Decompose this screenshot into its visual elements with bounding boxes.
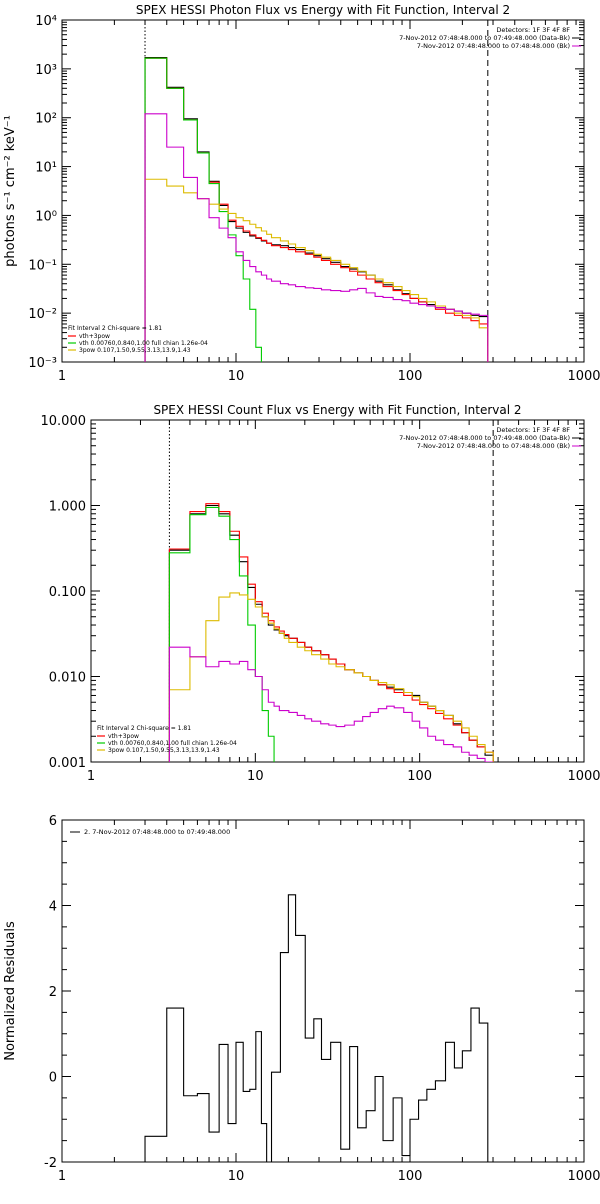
plot-frame xyxy=(91,420,584,762)
x-tick-label: 1000 xyxy=(567,1169,600,1184)
y-tick-label: 10.000 xyxy=(41,414,87,429)
y-tick-label: 10⁻³ xyxy=(28,356,57,371)
series-line-5 xyxy=(145,114,488,362)
y-axis-ticks xyxy=(62,20,584,362)
chart-panel-1: 1 10 100 1000 10⁻³ 10⁻² 10⁻¹ 10⁰ 10¹ 10² 10³ 10⁴ SPE… xyxy=(3,3,600,384)
series-line-4 xyxy=(169,593,493,762)
x-tick-label: 1 xyxy=(58,369,66,384)
annotation-line: Detectors: 1F 3F 4F 8F xyxy=(496,26,570,34)
y-tick-label: 10³ xyxy=(35,63,57,78)
annotation-line: 7-Nov-2012 07:48:48.000 to 07:49:48.000 … xyxy=(399,34,570,42)
y-axis-label: Normalized Residuals xyxy=(3,921,18,1061)
annotation-line: 7-Nov-2012 07:48:48.000 to 07:48:48.000 … xyxy=(417,442,570,450)
y-tick-label: 10⁴ xyxy=(35,14,57,29)
x-tick-label: 10 xyxy=(247,769,264,784)
x-tick-label: 1000 xyxy=(567,369,600,384)
y-tick-label: 4 xyxy=(49,900,57,915)
x-tick-label: 100 xyxy=(398,369,423,384)
x-axis-ticks xyxy=(91,420,576,762)
x-tick-label: 1000 xyxy=(567,769,600,784)
annotation-line: 7-Nov-2012 07:48:48.000 to 07:48:48.000 … xyxy=(417,42,570,50)
x-axis-ticks xyxy=(62,20,576,362)
annotation-line: 7-Nov-2012 07:48:48.000 to 07:49:48.000 … xyxy=(399,434,570,442)
chart-title: SPEX HESSI Count Flux vs Energy with Fit… xyxy=(153,403,521,417)
chart-panel-2: 1 10 100 1000 0.001 0.010 0.100 1.000 10.000 SPEX… xyxy=(41,403,600,784)
x-tick-label: 10 xyxy=(228,369,245,384)
series-line-1 xyxy=(145,58,488,362)
y-tick-label: -2 xyxy=(44,1156,57,1171)
y-tick-label: 0 xyxy=(49,1071,57,1086)
y-tick-label: 10² xyxy=(35,112,57,127)
y-tick-label: 2 xyxy=(49,985,57,1000)
series-line-4 xyxy=(145,179,488,362)
series-line-2 xyxy=(169,504,493,762)
series-group xyxy=(145,58,488,373)
legend-header: Fit Interval 2 Chi-square = 1.81 xyxy=(97,725,191,732)
legend-label: 3pow 0.107,1.50,9.55,3.13,13.9,1.43 xyxy=(79,347,191,354)
plot-frame xyxy=(62,820,584,1162)
y-tick-label: 1.000 xyxy=(49,500,86,515)
y-axis-label: photons s⁻¹ cm⁻² keV⁻¹ xyxy=(3,115,18,267)
x-axis-ticks xyxy=(62,820,576,1162)
legend-label: vth 0.00760,0.840,1.00 full chian 1.26e-… xyxy=(79,340,208,347)
series-group xyxy=(145,895,488,1162)
series-line-1 xyxy=(145,895,488,1162)
y-tick-label: 10⁻² xyxy=(28,307,57,322)
x-tick-label: 10 xyxy=(228,1169,245,1184)
legend-label: vth+3pow xyxy=(79,333,110,340)
x-tick-label: 100 xyxy=(407,769,432,784)
series-line-2 xyxy=(145,58,488,362)
y-tick-label: 10¹ xyxy=(35,161,57,176)
legend-header: Fit Interval 2 Chi-square = 1.81 xyxy=(68,325,162,332)
legend-label: 3pow 0.107,1.50,9.55,3.13,13.9,1.43 xyxy=(108,747,220,754)
series-line-1 xyxy=(169,506,493,763)
y-tick-label: 0.010 xyxy=(49,671,86,686)
series-group xyxy=(169,504,493,766)
chart-title: SPEX HESSI Photon Flux vs Energy with Fi… xyxy=(136,3,510,17)
y-tick-label: 10⁰ xyxy=(35,209,57,224)
legend-label: vth+3pow xyxy=(108,733,139,740)
y-tick-label: 0.100 xyxy=(49,585,86,600)
x-tick-label: 100 xyxy=(398,1169,423,1184)
legend-label: 2. 7-Nov-2012 07:48:48.000 to 07:49:48.0… xyxy=(84,828,230,836)
series-line-3 xyxy=(145,58,267,373)
plot-frame xyxy=(62,20,584,362)
x-tick-label: 1 xyxy=(58,1169,66,1184)
y-axis-ticks xyxy=(62,820,584,1162)
y-tick-label: 0.001 xyxy=(49,756,86,771)
y-axis-ticks xyxy=(91,420,584,762)
legend-label: vth 0.00760,0.840,1.00 full chian 1.26e-… xyxy=(108,740,237,747)
y-tick-label: 6 xyxy=(49,814,57,829)
x-tick-label: 1 xyxy=(87,769,95,784)
annotation-line: Detectors: 1F 3F 4F 8F xyxy=(496,426,570,434)
y-tick-label: 10⁻¹ xyxy=(28,258,57,273)
chart-panel-3: 1 10 100 1000 -2 0 2 4 6 Normalized Residuals 2. 7… xyxy=(3,814,600,1184)
